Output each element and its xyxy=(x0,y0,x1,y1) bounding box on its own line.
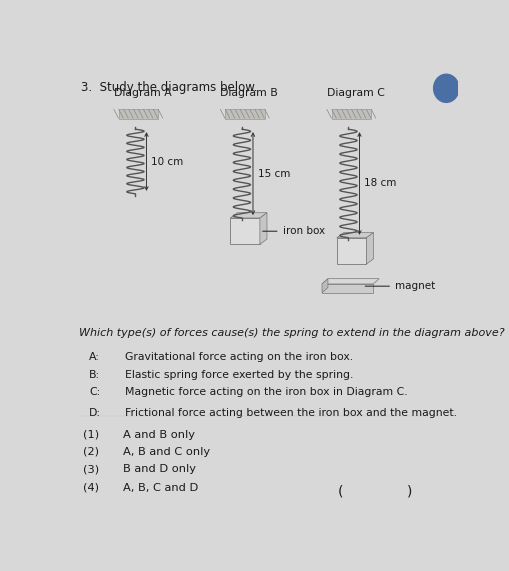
FancyBboxPatch shape xyxy=(332,110,371,119)
FancyBboxPatch shape xyxy=(225,110,265,119)
Text: A, B, C and D: A, B, C and D xyxy=(123,482,198,493)
Text: (4): (4) xyxy=(82,482,99,493)
Text: A and B only: A and B only xyxy=(123,430,195,440)
Text: 3.  Study the diagrams below.: 3. Study the diagrams below. xyxy=(81,81,258,94)
Text: ): ) xyxy=(407,485,412,498)
Text: Which type(s) of forces cause(s) the spring to extend in the diagram above?: Which type(s) of forces cause(s) the spr… xyxy=(79,328,505,338)
Text: (1): (1) xyxy=(82,430,99,440)
FancyBboxPatch shape xyxy=(119,110,158,119)
Polygon shape xyxy=(322,279,379,284)
Text: B:: B: xyxy=(89,369,100,380)
Text: D:: D: xyxy=(89,408,101,418)
Text: Diagram A: Diagram A xyxy=(114,89,172,98)
Text: A, B and C only: A, B and C only xyxy=(123,447,210,457)
Text: (2): (2) xyxy=(82,447,99,457)
FancyBboxPatch shape xyxy=(230,218,260,244)
Text: Frictional force acting between the iron box and the magnet.: Frictional force acting between the iron… xyxy=(125,408,457,418)
Text: B and D only: B and D only xyxy=(123,464,196,475)
Polygon shape xyxy=(230,213,267,218)
Text: Magnetic force acting on the iron box in Diagram C.: Magnetic force acting on the iron box in… xyxy=(125,387,407,397)
Text: Diagram B: Diagram B xyxy=(220,89,278,98)
Text: Diagram C: Diagram C xyxy=(327,89,384,98)
Text: magnet: magnet xyxy=(365,281,435,291)
Text: C:: C: xyxy=(89,387,100,397)
Text: Elastic spring force exerted by the spring.: Elastic spring force exerted by the spri… xyxy=(125,369,353,380)
Polygon shape xyxy=(322,279,328,293)
Polygon shape xyxy=(337,232,374,238)
Text: 18 cm: 18 cm xyxy=(364,179,397,188)
Text: (3): (3) xyxy=(82,464,99,475)
Text: Gravitational force acting on the iron box.: Gravitational force acting on the iron b… xyxy=(125,352,353,362)
FancyBboxPatch shape xyxy=(337,238,366,264)
Polygon shape xyxy=(260,213,267,244)
Polygon shape xyxy=(322,284,373,293)
Text: iron box: iron box xyxy=(263,226,325,236)
Polygon shape xyxy=(366,232,374,264)
Text: (: ( xyxy=(338,485,343,498)
Text: A:: A: xyxy=(89,352,100,362)
Text: 15 cm: 15 cm xyxy=(258,168,290,179)
Text: 10 cm: 10 cm xyxy=(151,156,183,167)
Circle shape xyxy=(434,74,459,102)
